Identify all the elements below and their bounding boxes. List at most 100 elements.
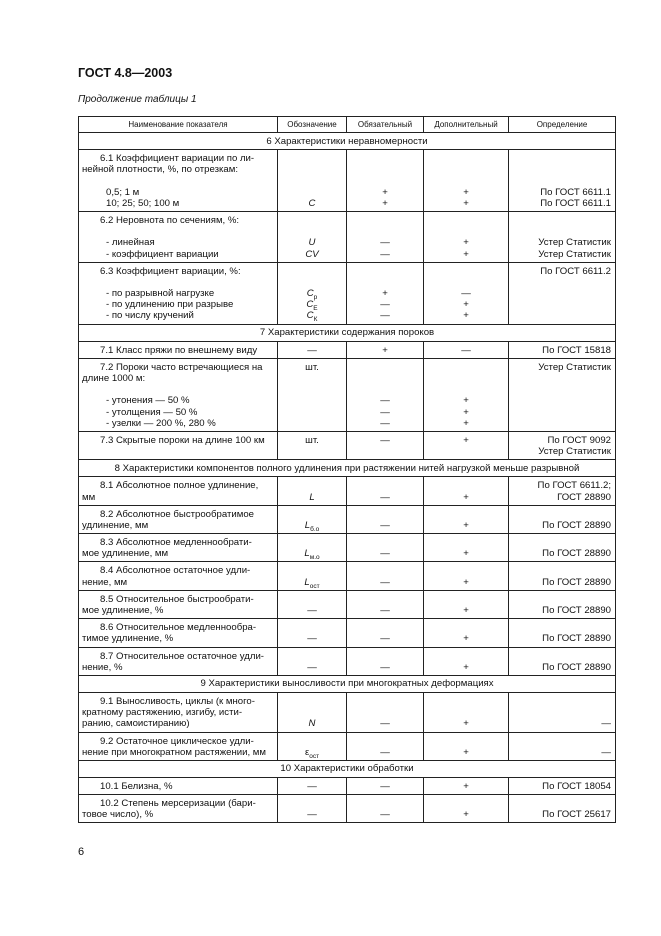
optional-cell: + + <box>423 210 509 263</box>
method-cell: По ГОСТ 15818 <box>508 340 616 359</box>
indicator-name-line: кратному растяжению, изгибу, исти- <box>82 707 243 719</box>
mandatory-line <box>350 153 420 164</box>
method-line <box>512 696 611 707</box>
indicator-name-line: - по удлинению при разрыве <box>106 299 234 311</box>
mandatory-line: — <box>380 395 390 407</box>
optional-line: + <box>463 548 469 560</box>
mandatory-cell: — <box>346 691 424 732</box>
mandatory-line <box>350 215 420 226</box>
indicator-name-line: 6.2 Неровнота по сечениям, %: <box>100 214 240 226</box>
indicator-name-line: - утонения — 50 % <box>106 395 190 407</box>
optional-line: + <box>463 248 469 260</box>
table-row: 8.6 Относительное медленнообра-тимое удл… <box>78 618 616 648</box>
method-line: По ГОСТ 6611.2 <box>540 265 611 277</box>
designation-line <box>281 153 343 164</box>
symbol-subscript: р <box>313 293 318 301</box>
indicator-name-line: 0,5; 1 м <box>106 186 140 198</box>
mandatory-line <box>350 277 420 288</box>
designation-line: CV <box>281 249 343 260</box>
mandatory-line <box>350 373 420 384</box>
method-line <box>512 373 611 384</box>
symbol-subscript: ост <box>309 752 320 760</box>
method-line <box>512 299 611 310</box>
method-line <box>512 277 611 288</box>
method-line: По ГОСТ 25617 <box>542 809 611 821</box>
indicator-name-line: - коэффициент вариации <box>106 248 219 260</box>
indicator-name-line: товое число), % <box>82 809 154 821</box>
indicator-name-cell: 7.3 Скрытые пороки на длине 100 км <box>78 430 278 460</box>
table-row: 9.2 Остаточное циклическое удли-нение пр… <box>78 731 616 761</box>
method-line <box>512 537 611 548</box>
indicator-name-cell: 6.1 Коэффициент вариации по ли-нейной пл… <box>78 149 278 212</box>
method-cell: По ГОСТ 28890 <box>508 589 616 619</box>
mandatory-line: — <box>380 491 390 503</box>
designation-line <box>281 509 343 520</box>
mandatory-line: — <box>380 780 390 792</box>
mandatory-cell: — <box>346 589 424 619</box>
indicator-name-line: 10; 25; 50; 100 м <box>106 197 180 209</box>
section-title: 10 Характеристики обработки <box>78 759 616 778</box>
indicator-name-line: ранию, самоистиранию) <box>82 718 190 730</box>
designation-cell: — <box>277 646 347 676</box>
table-row: 8.5 Относительное быстрообрати-мое удлин… <box>78 589 616 619</box>
indicator-name-cell: 8.4 Абсолютное остаточное удли-нение, мм <box>78 561 278 591</box>
column-header: Обязательный <box>346 116 424 133</box>
designation-cell: Cр CE CК <box>277 261 347 325</box>
designation-line <box>281 622 343 633</box>
optional-line <box>427 215 505 226</box>
mandatory-line <box>350 480 420 491</box>
mandatory-cell: — <box>346 430 424 460</box>
indicator-name-line <box>82 446 274 457</box>
indicator-name-line: нение, % <box>82 661 123 673</box>
indicator-name-line: 8.1 Абсолютное полное удлинение, <box>100 480 259 492</box>
designation-line <box>281 384 343 395</box>
mandatory-line: — <box>380 434 390 446</box>
method-line: По ГОСТ 6611.2; <box>537 480 611 492</box>
symbol-subscript: б.о <box>310 525 320 533</box>
indicator-name-line: - по числу кручений <box>106 310 194 322</box>
indicator-name-cell: 8.2 Абсолютное быстрообратимое удлинение,… <box>78 504 278 534</box>
optional-line: — <box>461 288 471 300</box>
optional-cell: + + <box>423 149 509 212</box>
indicator-name-line: мм <box>82 491 96 503</box>
designation-line <box>281 266 343 277</box>
indicator-name-line: мое удлинение, мм <box>82 548 169 560</box>
indicator-name-cell: 9.2 Остаточное циклическое удли-нение пр… <box>78 731 278 761</box>
table-row: 7.1 Класс пряжи по внешнему виду — + — По ГО… <box>78 340 616 359</box>
mandatory-line: — <box>380 417 390 429</box>
indicator-name-line: - по разрывной нагрузке <box>106 288 215 300</box>
table-row: 8.7 Относительное остаточное удли-нение,… <box>78 646 616 676</box>
method-line <box>512 384 611 395</box>
mandatory-line <box>350 707 420 718</box>
mandatory-cell: — <box>346 533 424 562</box>
mandatory-line: — <box>380 237 390 249</box>
method-line: По ГОСТ 28890 <box>542 661 611 673</box>
designation-line: N <box>281 718 343 729</box>
indicator-name-line: 8.6 Относительное медленнообра- <box>100 622 257 634</box>
symbol-base: CV <box>305 248 319 260</box>
designation-cell: — <box>277 589 347 619</box>
designation-line: Lост <box>281 577 343 590</box>
column-header: Дополнительный <box>423 116 509 133</box>
designation-line: шт. <box>305 361 319 373</box>
method-cell: Устер Статистик <box>508 357 616 432</box>
method-line: Устер Статистик <box>538 361 611 373</box>
method-cell: По ГОСТ 28890 <box>508 533 616 562</box>
indicator-name-line <box>82 384 274 395</box>
method-line <box>512 565 611 576</box>
method-line <box>512 798 611 809</box>
optional-cell: + <box>423 646 509 676</box>
indicator-name-line: нение при многократном растяжении, мм <box>82 746 266 758</box>
method-line <box>512 418 611 429</box>
designation-line: C <box>281 198 343 209</box>
symbol-base: C <box>306 299 314 311</box>
mandatory-line <box>350 164 420 175</box>
optional-line <box>427 651 505 662</box>
mandatory-line <box>350 798 420 809</box>
optional-line: + <box>463 605 469 616</box>
method-cell: По ГОСТ 25617 <box>508 794 616 823</box>
optional-cell: + <box>423 731 509 761</box>
mandatory-line: — <box>380 718 390 730</box>
optional-line <box>427 362 505 373</box>
section-title: 6 Характеристики неравномерности <box>78 132 616 150</box>
